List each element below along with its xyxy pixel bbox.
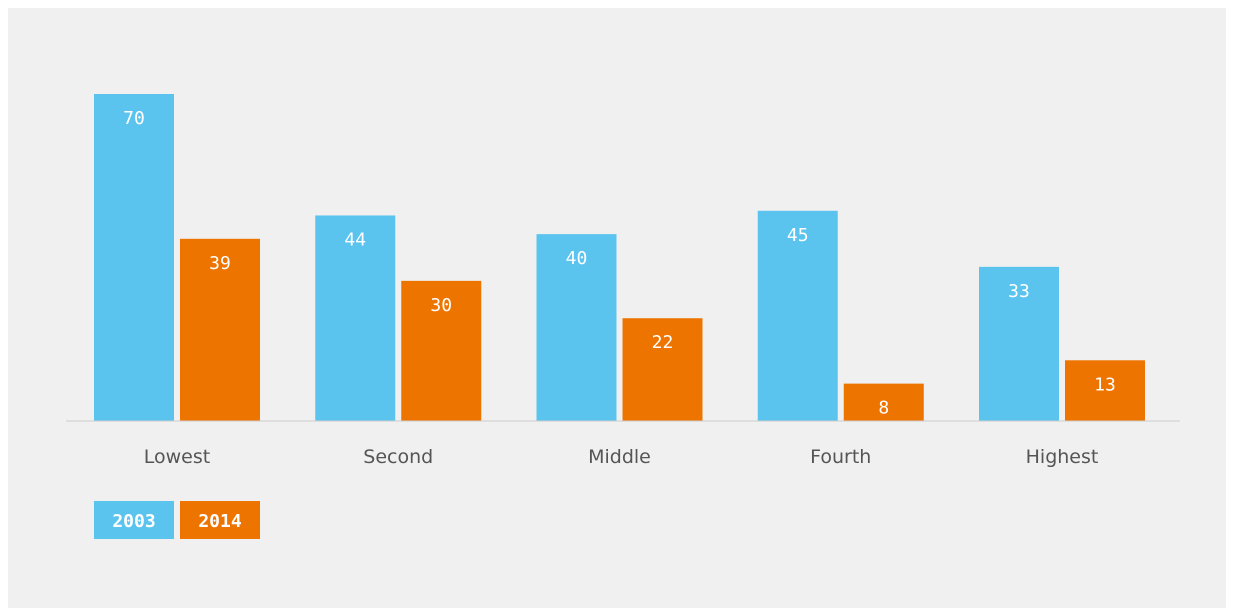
bar-fourth-2014: [843, 383, 924, 421]
category-label-highest: Highest: [1026, 446, 1099, 468]
legend-swatch-2003: [94, 501, 174, 539]
bar-second-2014: [401, 280, 482, 421]
data-label-lowest-2014: 39: [209, 253, 231, 274]
bar-lowest-2014: [180, 238, 260, 421]
category-label-middle: Middle: [588, 446, 651, 468]
bar-highest-2014: [1065, 360, 1145, 421]
bar-middle-2014: [622, 318, 703, 421]
data-label-highest-2003: 33: [1008, 281, 1030, 302]
bar-second-2003: [315, 215, 396, 421]
data-label-second-2014: 30: [430, 295, 452, 316]
data-label-middle-2014: 22: [652, 332, 674, 353]
bars-group: 70 39 44 30 40 22 45 8 33 13: [94, 94, 1145, 421]
bar-highest-2003: [979, 266, 1059, 421]
data-label-second-2003: 44: [344, 229, 366, 250]
data-label-lowest-2003: 70: [123, 108, 145, 129]
category-labels: Lowest Second Middle Fourth Highest: [144, 446, 1099, 468]
category-label-lowest: Lowest: [144, 446, 210, 468]
data-label-middle-2003: 40: [566, 248, 588, 269]
data-label-fourth-2003: 45: [787, 225, 809, 246]
bar-middle-2003: [536, 234, 617, 421]
legend-swatch-2014: [180, 501, 260, 539]
legend: 2003 2014: [94, 501, 260, 539]
legend-label-2014: 2014: [198, 511, 242, 532]
data-label-highest-2014: 13: [1094, 374, 1116, 395]
category-label-second: Second: [363, 446, 433, 468]
data-label-fourth-2014: 8: [878, 398, 889, 419]
bar-lowest-2003: [94, 94, 174, 421]
legend-label-2003: 2003: [112, 511, 155, 532]
category-label-fourth: Fourth: [810, 446, 871, 468]
bar-fourth-2003: [757, 210, 838, 421]
